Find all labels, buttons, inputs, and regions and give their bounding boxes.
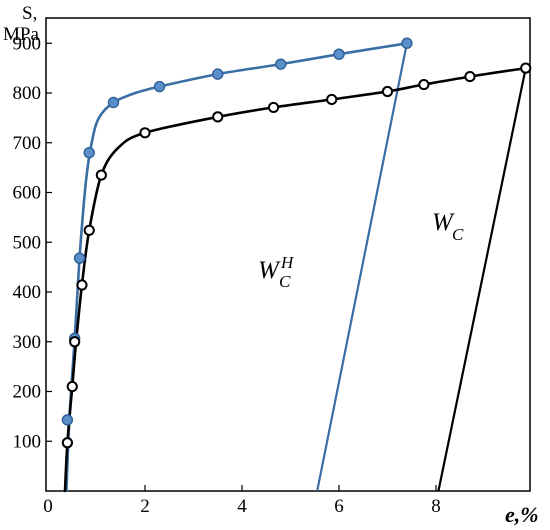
y-axis-label-line1: S, xyxy=(22,3,37,24)
y-tick-label: 300 xyxy=(13,332,42,353)
x-tick-label: 6 xyxy=(334,496,344,517)
y-tick-label: 600 xyxy=(13,183,42,204)
x-axis-label: e,% xyxy=(505,502,539,527)
blue-series-curve xyxy=(65,42,409,493)
black-data-point xyxy=(66,380,78,393)
x-tick-label: 8 xyxy=(431,496,441,517)
black-data-point xyxy=(212,111,224,123)
y-tick-label: 100 xyxy=(13,431,42,452)
black-data-point xyxy=(61,437,74,449)
svg-text:H: H xyxy=(280,253,295,272)
y-tick-label: 700 xyxy=(13,133,42,154)
black-data-point xyxy=(69,336,81,348)
svg-text:W: W xyxy=(258,257,281,284)
black-data-point xyxy=(83,224,95,236)
blue-unloading-line xyxy=(316,43,408,492)
black-data-point xyxy=(520,62,532,74)
black-data-point xyxy=(381,85,394,98)
axis-ticks: 100 200 300 400 500 600 700 800 900 0 2 4 6 8 xyxy=(13,33,441,517)
blue-data-point xyxy=(275,58,287,70)
blue-data-point xyxy=(401,37,413,49)
y-tick-label: 800 xyxy=(13,83,42,104)
black-data-point xyxy=(95,169,107,181)
y-tick-label: 400 xyxy=(13,282,42,303)
svg-text:C: C xyxy=(452,225,464,244)
y-tick-label: 900 xyxy=(13,33,42,54)
svg-text:C: C xyxy=(279,272,291,291)
plot-frame xyxy=(45,17,531,492)
blue-data-point xyxy=(333,48,345,60)
black-data-point xyxy=(464,70,476,83)
black-data-point xyxy=(267,101,280,114)
blue-data-point xyxy=(61,414,74,426)
x-tick-label: 4 xyxy=(237,496,247,517)
annotation-wc: W C xyxy=(432,209,464,244)
blue-data-point xyxy=(153,80,166,93)
black-series-curve xyxy=(63,66,527,493)
series-markers xyxy=(61,37,532,449)
blue-data-point xyxy=(107,96,120,109)
black-data-point xyxy=(76,279,88,291)
x-tick-label: 0 xyxy=(43,496,53,517)
y-tick-label: 500 xyxy=(13,232,42,253)
blue-data-point xyxy=(83,146,95,159)
y-axis-label-line2: MPa xyxy=(3,24,39,45)
svg-text:W: W xyxy=(432,209,455,236)
series-lines xyxy=(63,42,527,493)
x-tick-label: 2 xyxy=(140,496,150,517)
black-unloading-line xyxy=(437,67,527,492)
annotation-wch: W C H xyxy=(258,253,295,291)
black-data-point xyxy=(139,127,151,139)
black-data-point xyxy=(418,78,430,91)
blue-data-point xyxy=(212,68,224,80)
y-tick-label: 200 xyxy=(13,382,42,403)
blue-data-point xyxy=(73,252,86,264)
black-data-point xyxy=(326,93,338,106)
